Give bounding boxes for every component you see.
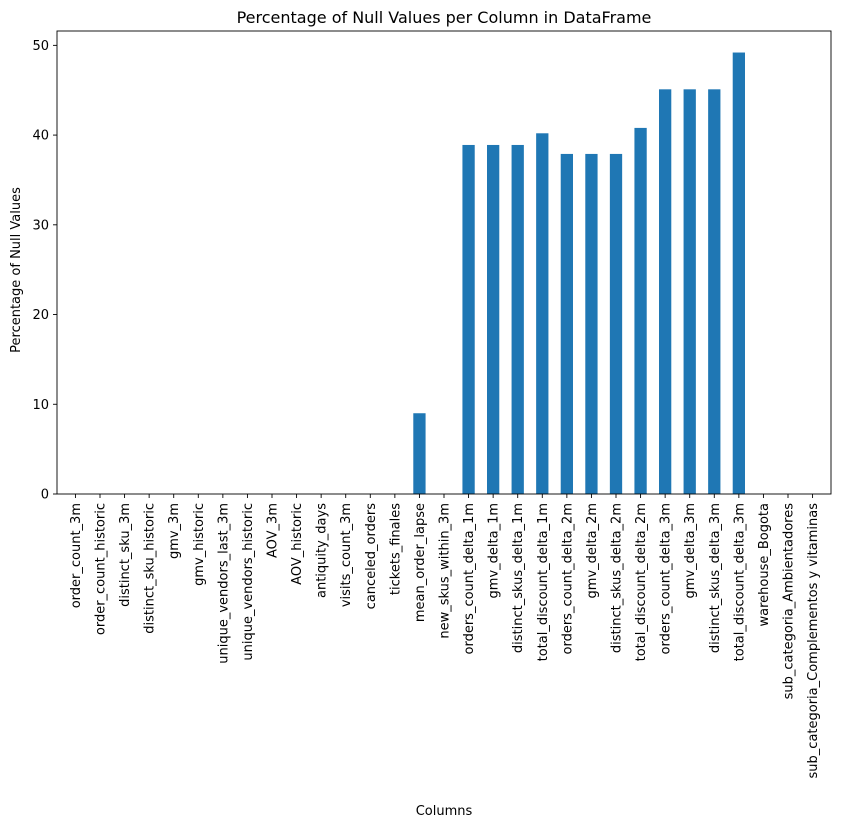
bar-22 xyxy=(609,153,623,494)
x-tick-label-6: unique_vendors_last_3m xyxy=(216,503,231,664)
x-tick-label-5: gmv_historic xyxy=(192,503,207,586)
bar-23 xyxy=(634,127,647,494)
x-tick-label-17: gmv_delta_1m xyxy=(487,503,502,598)
x-tick-label-12: canceled_orders xyxy=(364,503,379,610)
x-tick-label-15: new_skus_within_3m xyxy=(438,503,453,639)
y-tick-label-1: 10 xyxy=(32,398,49,413)
x-tick-label-19: total_discount_delta_1m xyxy=(536,503,551,661)
x-tick-label-16: orders_count_delta_1m xyxy=(462,503,477,654)
x-tick-label-23: total_discount_delta_2m xyxy=(634,503,649,661)
x-tick-label-4: gmv_3m xyxy=(167,503,182,559)
x-tick-label-22: distinct_skus_delta_2m xyxy=(610,503,625,653)
y-axis-label: Percentage of Null Values xyxy=(9,187,24,353)
x-axis-ticks: order_count_3m order_count_historic distin… xyxy=(69,494,821,778)
bar-24 xyxy=(659,89,672,494)
x-tick-label-8: AOV_3m xyxy=(266,503,281,558)
x-tick-label-24: orders_count_delta_3m xyxy=(659,503,674,654)
x-tick-label-9: AOV_historic xyxy=(290,503,305,585)
x-tick-label-29: sub_categoria_Ambientadores xyxy=(782,503,797,700)
bars-layer xyxy=(413,52,745,495)
x-tick-label-30: sub_categoria_Complementos y vitaminas xyxy=(806,503,821,779)
x-tick-label-21: gmv_delta_2m xyxy=(585,503,600,598)
x-tick-label-26: distinct_skus_delta_3m xyxy=(708,503,723,653)
x-tick-label-13: tickets_finales xyxy=(388,503,403,595)
x-tick-label-0: order_count_3m xyxy=(69,503,84,608)
x-axis-label: Columns xyxy=(416,804,473,819)
bar-19 xyxy=(536,133,549,495)
x-tick-label-28: warehouse_Bogota xyxy=(757,503,772,627)
y-tick-label-3: 30 xyxy=(32,218,49,233)
x-tick-label-10: antiquity_days xyxy=(315,503,330,598)
x-tick-label-25: gmv_delta_3m xyxy=(683,503,698,598)
bar-26 xyxy=(708,89,721,494)
bar-17 xyxy=(487,144,500,494)
x-tick-label-27: total_discount_delta_3m xyxy=(732,503,747,661)
x-tick-label-7: unique_vendors_historic xyxy=(241,503,256,661)
bar-16 xyxy=(462,144,475,494)
bar-27 xyxy=(732,52,745,494)
bar-14 xyxy=(413,413,426,494)
x-tick-label-2: distinct_sku_3m xyxy=(118,503,133,607)
y-tick-label-0: 0 xyxy=(41,488,49,503)
bar-20 xyxy=(560,153,573,494)
y-tick-label-2: 20 xyxy=(32,308,49,323)
bar-21 xyxy=(585,153,598,494)
x-tick-label-3: distinct_sku_historic xyxy=(143,503,158,634)
bar-18 xyxy=(511,144,524,494)
bar-25 xyxy=(683,89,696,494)
x-tick-label-11: visits_count_3m xyxy=(339,503,354,607)
x-tick-label-20: orders_count_delta_2m xyxy=(560,503,575,654)
y-tick-label-4: 40 xyxy=(32,129,49,144)
x-tick-label-1: order_count_historic xyxy=(94,503,109,635)
x-tick-label-14: mean_order_lapse xyxy=(413,503,428,622)
y-tick-label-5: 50 xyxy=(32,39,49,54)
x-tick-label-18: distinct_skus_delta_1m xyxy=(511,503,526,653)
y-axis-ticks: 0 10 20 30 40 50 xyxy=(32,39,57,503)
chart-title: Percentage of Null Values per Column in … xyxy=(237,8,652,27)
